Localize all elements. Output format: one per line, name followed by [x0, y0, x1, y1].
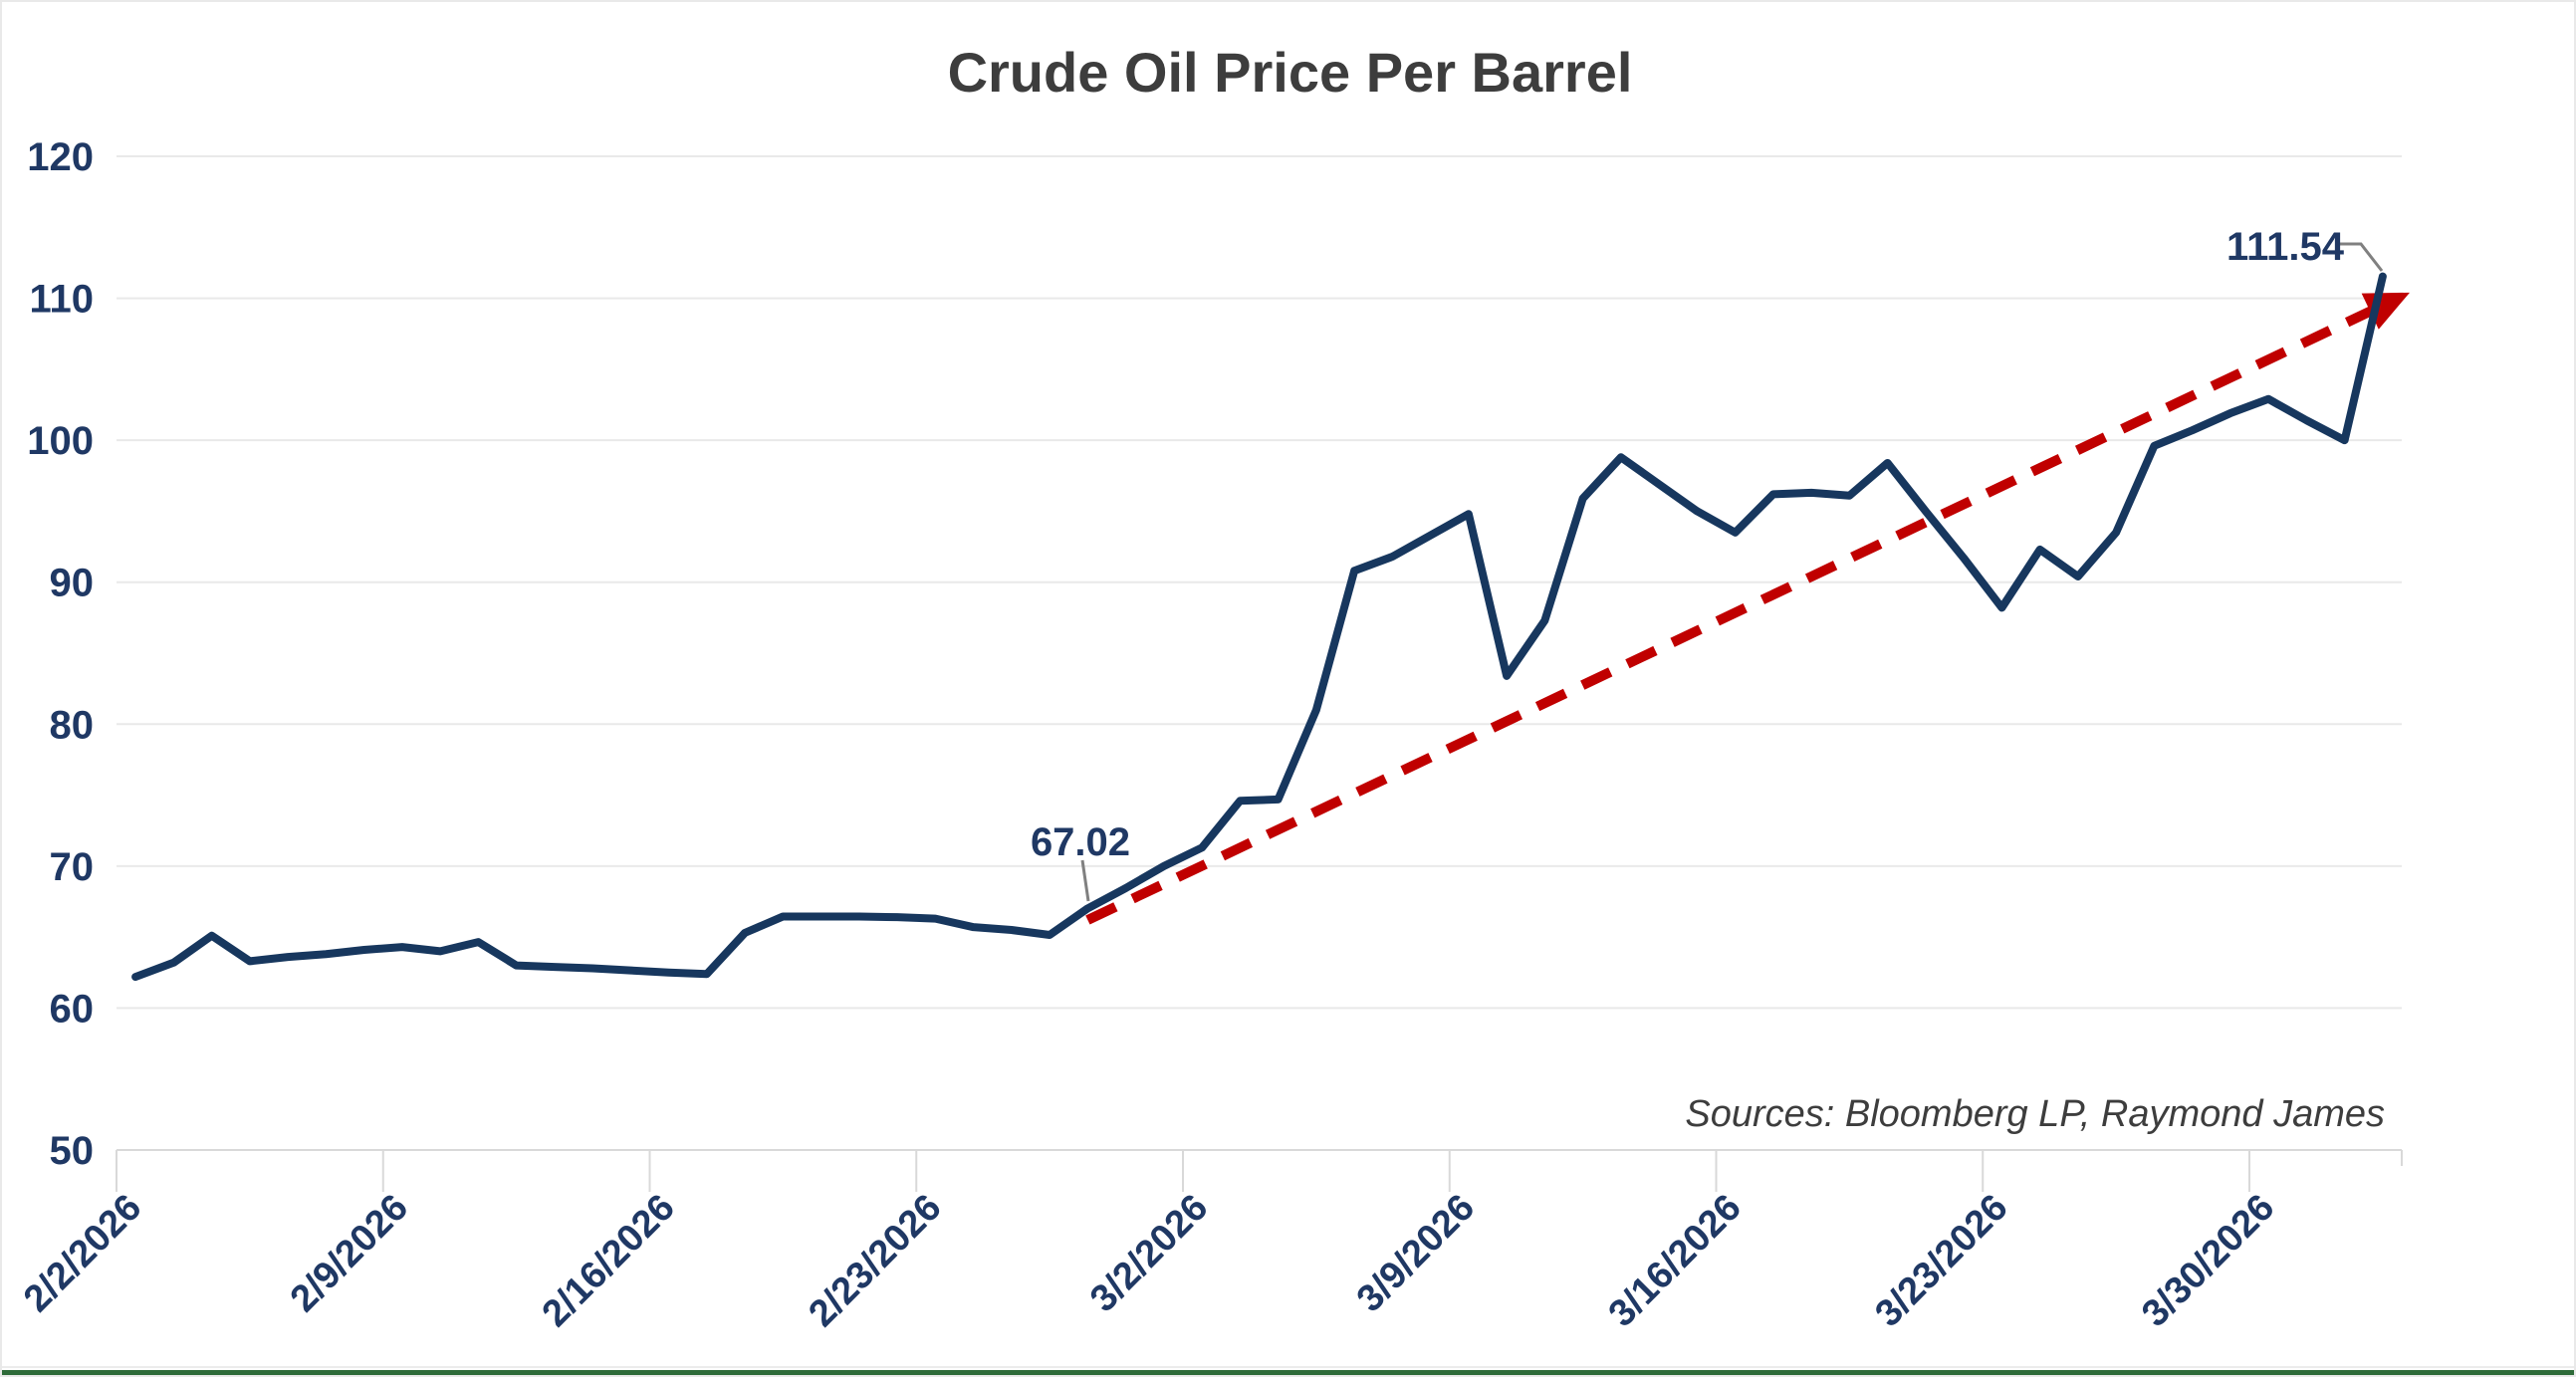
x-axis-labels: 2/2/2026 2/9/2026 2/16/2026 2/23/2026 3/2/20…	[16, 1187, 2282, 1335]
x-tick-label: 2/9/2026	[283, 1187, 416, 1320]
y-tick-label: 110	[29, 278, 94, 322]
annotation-start-value: 67.02	[1031, 820, 1130, 864]
y-tick-label: 70	[50, 845, 95, 889]
annotation-end-value: 111.54	[2226, 225, 2345, 269]
y-tick-label: 80	[50, 703, 95, 747]
callout-line-end	[2338, 242, 2384, 272]
x-tick-label: 2/23/2026	[801, 1187, 949, 1335]
y-tick-label: 90	[50, 562, 95, 605]
gridlines	[117, 155, 2402, 1151]
bottom-hairline	[2, 1366, 2574, 1368]
x-tick-label: 3/16/2026	[1601, 1187, 1750, 1335]
x-tick-label: 3/30/2026	[2134, 1187, 2282, 1335]
y-tick-label: 60	[50, 987, 95, 1031]
y-tick-label: 120	[27, 135, 94, 179]
x-tick-label: 3/2/2026	[1082, 1187, 1216, 1320]
price-polyline	[131, 272, 2387, 982]
x-tick-label: 3/23/2026	[1867, 1187, 2015, 1335]
x-tick-label: 3/9/2026	[1349, 1187, 1483, 1320]
y-axis-labels: 50 60 70 80 90 100 110 120	[27, 135, 94, 1173]
callout-line-start	[1080, 859, 1090, 902]
trend-arrow	[1085, 292, 2410, 925]
trend-dashed-line	[1085, 301, 2386, 925]
bottom-green-edge	[2, 1370, 2574, 1375]
y-tick-label: 50	[50, 1129, 95, 1173]
y-tick-label: 100	[27, 419, 94, 463]
chart-title: Crude Oil Price Per Barrel	[947, 41, 1633, 104]
x-tick-label: 2/16/2026	[535, 1187, 683, 1335]
x-axis	[116, 1150, 2403, 1192]
x-tick-label: 2/2/2026	[16, 1187, 149, 1320]
price-line	[131, 272, 2387, 982]
source-note: Sources: Bloomberg LP, Raymond James	[1685, 1093, 2385, 1135]
